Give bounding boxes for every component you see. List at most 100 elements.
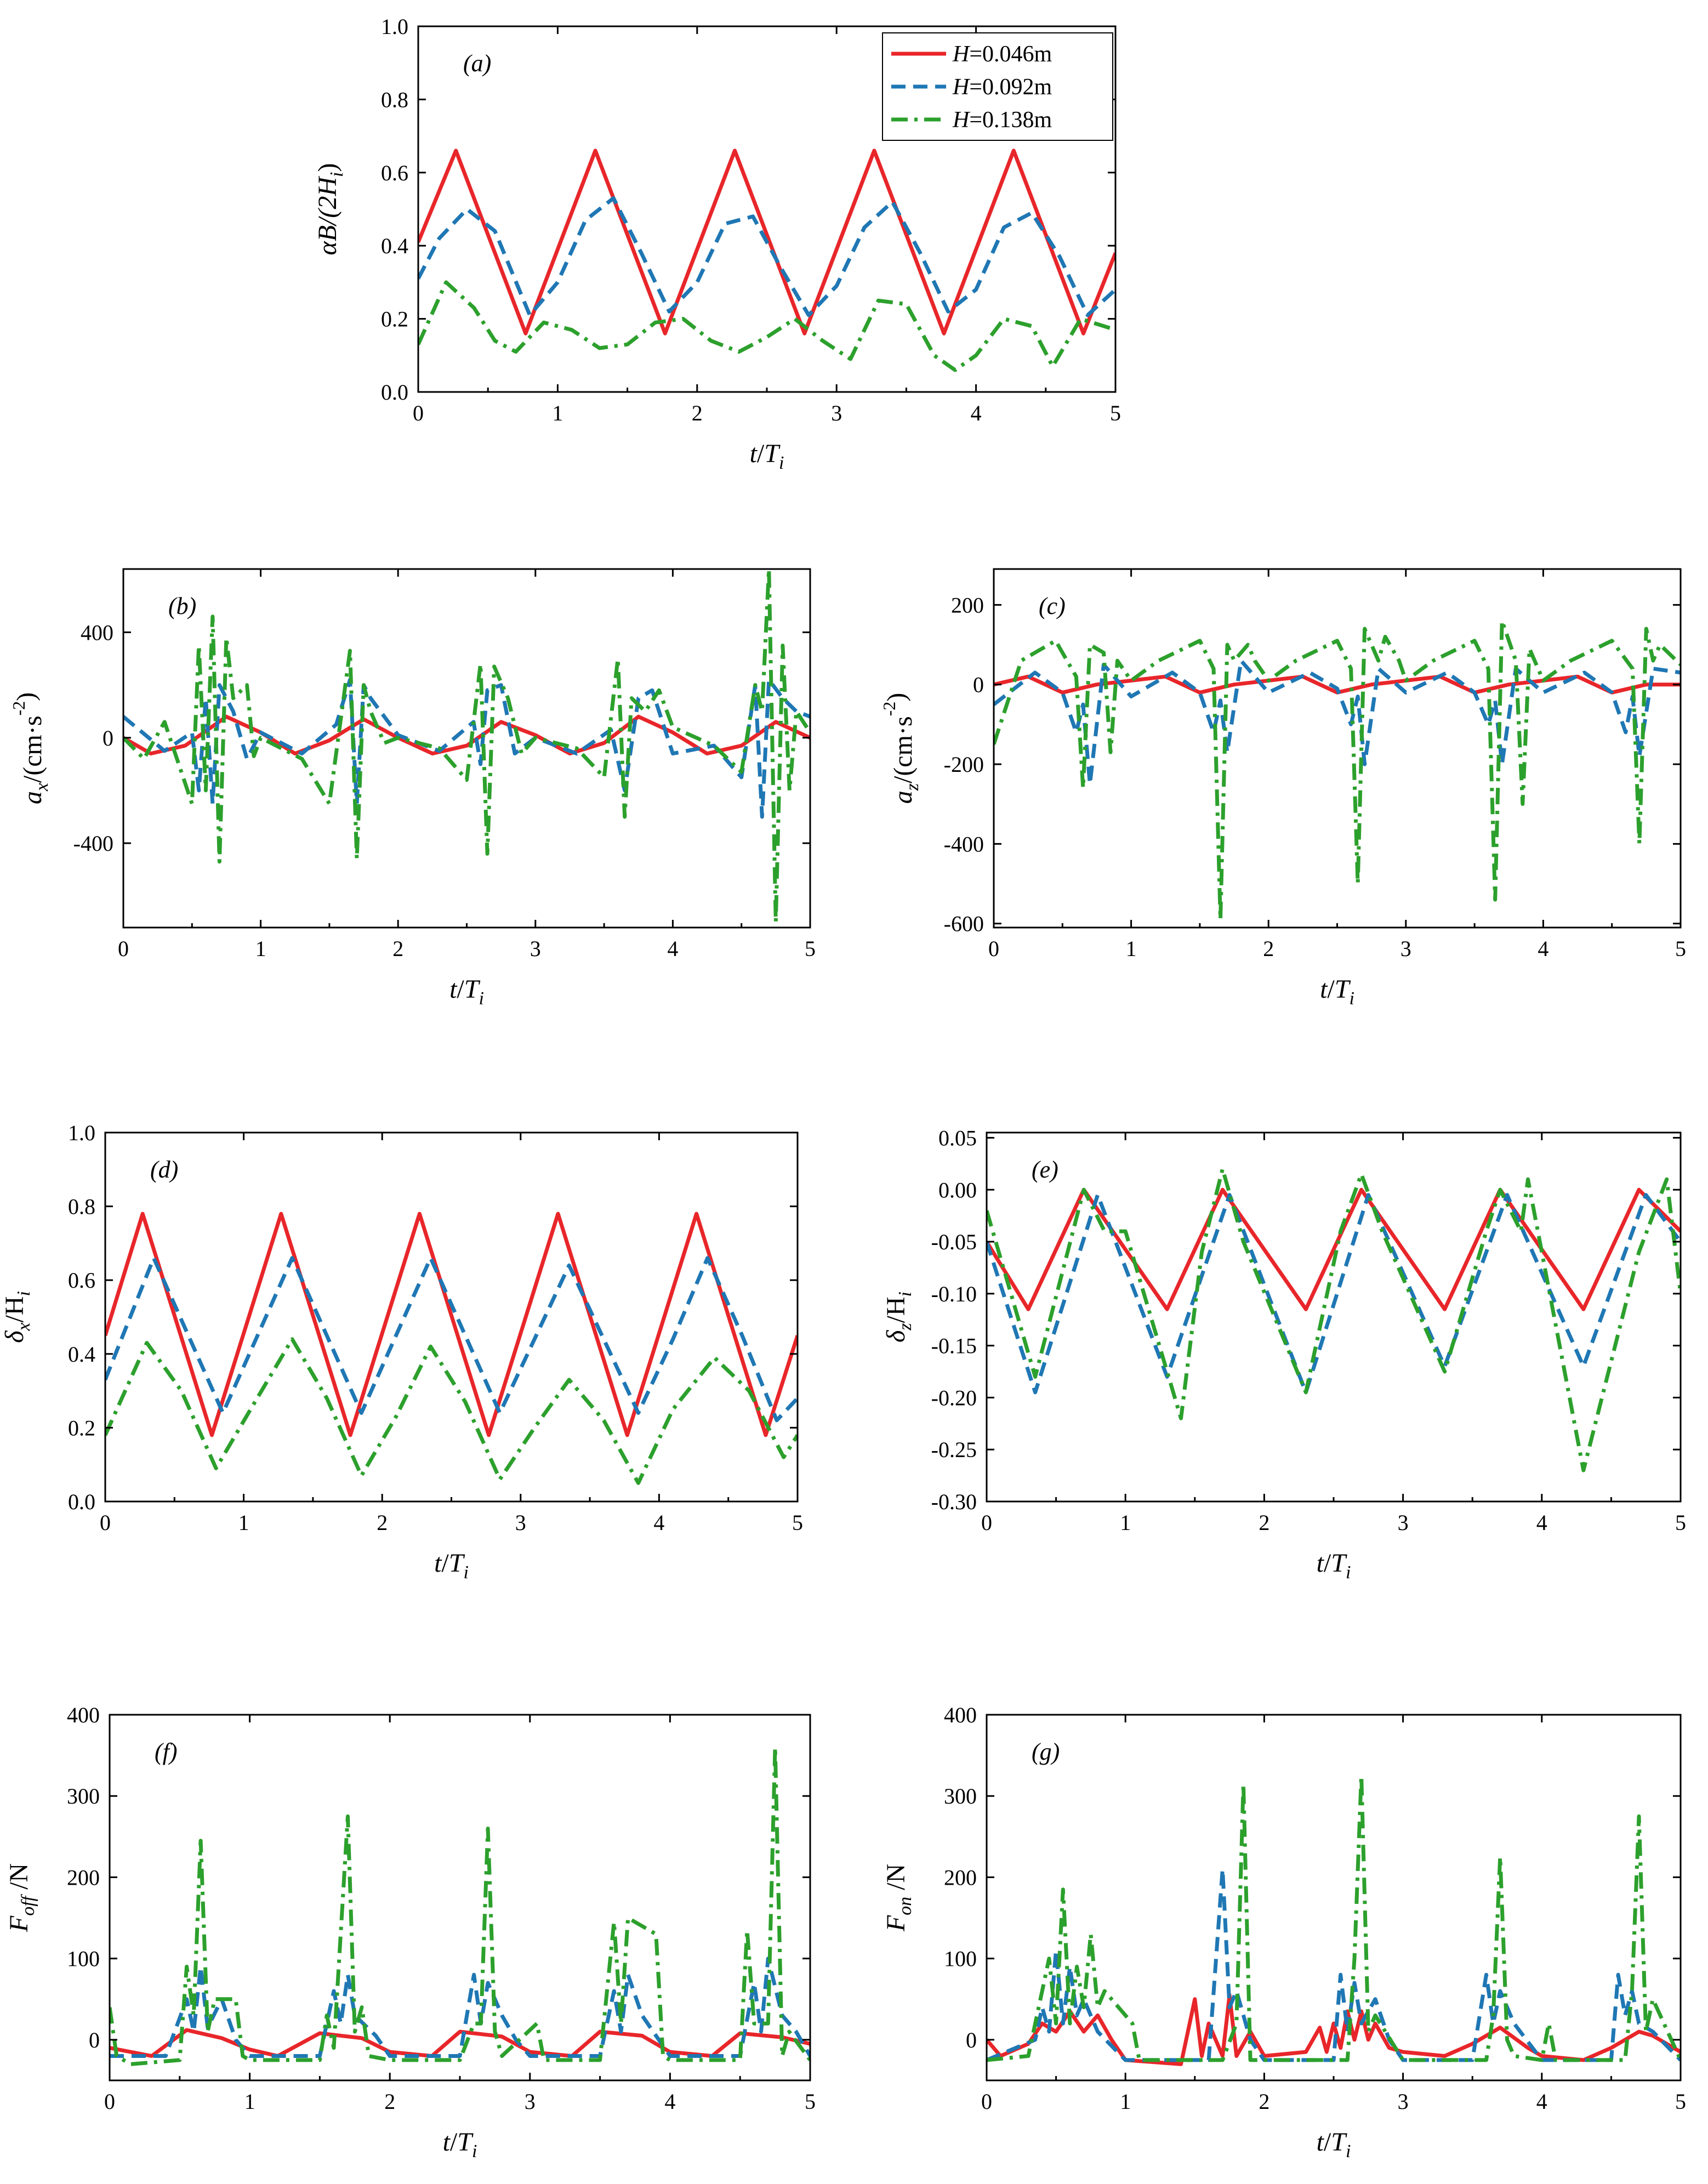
x-tick-label-g: 4 — [1536, 2089, 1547, 2114]
x-tick-label-e: 5 — [1675, 1510, 1686, 1535]
y-tick-label-e: -0.10 — [931, 1282, 977, 1306]
x-tick-label-e: 2 — [1259, 1510, 1269, 1535]
y-tick-label-a: 1.0 — [381, 14, 408, 39]
x-axis-label-c: t/Ti — [1320, 975, 1354, 1009]
y-tick-label-e: -0.30 — [931, 1489, 977, 1514]
x-tick-label-f: 5 — [805, 2089, 816, 2114]
y-axis-label-d: δx/Hi — [0, 1291, 34, 1343]
y-axis-label-f: Foff /N — [4, 1863, 38, 1932]
x-axis-label-e: t/Ti — [1317, 1549, 1351, 1583]
x-tick-label-d: 1 — [238, 1510, 249, 1535]
y-tick-label-f: 300 — [67, 1784, 100, 1808]
y-tick-label-d: 0.2 — [68, 1415, 95, 1440]
y-tick-label-c: 200 — [951, 593, 984, 617]
series-line-a-1 — [418, 149, 1115, 335]
legend-label-2: H=0.092m — [952, 75, 1052, 100]
y-tick-label-f: 200 — [67, 1865, 100, 1890]
y-tick-label-e: -0.05 — [931, 1230, 977, 1254]
panel-label-a: (a) — [463, 50, 491, 77]
panel-label-e: (e) — [1032, 1156, 1058, 1183]
x-tick-label-a: 1 — [552, 401, 563, 425]
y-axis-label-b: ax/(cm·s-2) — [9, 692, 52, 804]
y-tick-label-e: -0.20 — [931, 1385, 977, 1410]
series-line-a-2 — [418, 196, 1115, 317]
y-tick-label-g: 200 — [944, 1865, 977, 1890]
x-tick-label-c: 2 — [1263, 936, 1274, 961]
x-tick-label-g: 1 — [1120, 2089, 1131, 2114]
x-tick-label-e: 0 — [981, 1510, 992, 1535]
y-tick-label-g: 100 — [944, 1947, 977, 1971]
y-axis-label-g: Fon /N — [881, 1864, 915, 1932]
panel-label-b: (b) — [168, 593, 196, 619]
legend-label-3: H=0.138m — [952, 107, 1052, 133]
x-tick-label-d: 5 — [792, 1510, 803, 1535]
x-axis-label-d: t/Ti — [434, 1549, 469, 1583]
x-tick-label-f: 4 — [664, 2089, 675, 2114]
x-tick-label-d: 0 — [100, 1510, 111, 1535]
series-line-a-3 — [418, 280, 1115, 372]
x-tick-label-a: 4 — [971, 401, 982, 425]
x-axis-label-a: t/Ti — [750, 439, 784, 473]
y-tick-label-a: 0.2 — [381, 307, 408, 332]
x-tick-label-f: 2 — [384, 2089, 395, 2114]
y-tick-label-g: 0 — [966, 2028, 977, 2052]
x-tick-label-b: 4 — [667, 936, 678, 961]
series-line-c-3 — [994, 619, 1681, 922]
y-tick-label-c: 0 — [973, 673, 984, 697]
y-axis-label-c: az/(cm·s-2) — [879, 693, 923, 804]
y-tick-label-d: 0.4 — [68, 1342, 95, 1367]
series-line-g-1 — [987, 1993, 1681, 2066]
x-tick-label-c: 3 — [1400, 936, 1411, 961]
x-tick-label-c: 1 — [1126, 936, 1137, 961]
y-tick-label-d: 0.0 — [68, 1489, 95, 1514]
x-tick-label-g: 0 — [981, 2089, 992, 2114]
panel-label-g: (g) — [1032, 1738, 1060, 1765]
x-tick-label-g: 2 — [1259, 2089, 1269, 2114]
x-tick-label-g: 3 — [1398, 2089, 1409, 2114]
series-line-d-1 — [105, 1212, 798, 1437]
x-axis-label-b: t/Ti — [449, 975, 484, 1009]
chart-panel-g: 0 1 2 3 4 5 0 100 200 300 400 t/Ti Fon /N (g) — [881, 1703, 1686, 2162]
y-tick-label-c: -400 — [944, 832, 984, 856]
series-line-g-2 — [987, 1867, 1681, 2062]
chart-panel-d: 0 1 2 3 4 5 0.0 0.2 0.4 0.6 0.8 1.0 t/Ti δx/Hi (d) — [0, 1121, 803, 1583]
x-tick-label-e: 1 — [1120, 1510, 1131, 1535]
y-tick-label-b: 0 — [103, 726, 113, 750]
x-tick-label-f: 0 — [104, 2089, 115, 2114]
y-tick-label-c: -200 — [944, 752, 984, 777]
series-line-e-3 — [987, 1167, 1681, 1472]
x-tick-label-f: 3 — [525, 2089, 536, 2114]
chart-panel-a: 0 1 2 3 4 5 0.0 0.2 0.4 0.6 0.8 1.0 t/Ti αB/(2Hi) (a) H… — [313, 14, 1121, 473]
x-axis-label-g: t/Ti — [1317, 2128, 1351, 2162]
y-tick-label-b: -400 — [73, 831, 113, 856]
y-axis-label-e: δz/Hi — [881, 1292, 915, 1343]
series-line-d-2 — [105, 1256, 798, 1423]
chart-panel-f: 0 1 2 3 4 5 0 100 200 300 400 t/Ti Foff /N (f) — [4, 1703, 816, 2162]
y-tick-label-g: 300 — [944, 1784, 977, 1808]
x-tick-label-c: 4 — [1538, 936, 1548, 961]
x-tick-label-c: 5 — [1675, 936, 1686, 961]
x-tick-label-d: 2 — [377, 1510, 388, 1535]
x-tick-label-e: 4 — [1536, 1510, 1547, 1535]
y-tick-label-f: 400 — [67, 1703, 100, 1727]
x-tick-label-f: 1 — [244, 2089, 255, 2114]
series-line-c-2 — [994, 658, 1681, 786]
x-tick-label-e: 3 — [1398, 1510, 1409, 1535]
x-tick-label-a: 0 — [413, 401, 424, 425]
y-tick-label-e: 0.05 — [938, 1125, 977, 1150]
y-tick-label-b: 400 — [81, 620, 113, 645]
y-tick-label-g: 400 — [944, 1703, 977, 1727]
series-line-b-2 — [123, 678, 810, 819]
y-tick-label-e: -0.15 — [931, 1334, 977, 1358]
series-line-e-2 — [987, 1193, 1681, 1395]
y-tick-label-d: 0.8 — [68, 1195, 95, 1219]
x-tick-label-b: 2 — [392, 936, 403, 961]
y-tick-label-a: 0.6 — [381, 161, 408, 185]
x-tick-label-a: 2 — [692, 401, 703, 425]
series-line-g-3 — [987, 1773, 1681, 2062]
x-tick-label-g: 5 — [1675, 2089, 1686, 2114]
chart-panel-e: 0 1 2 3 4 5 -0.30 -0.25 -0.20 -0.15 -0.10 -0.05 0.00… — [881, 1125, 1686, 1583]
y-tick-label-f: 100 — [67, 1947, 100, 1971]
